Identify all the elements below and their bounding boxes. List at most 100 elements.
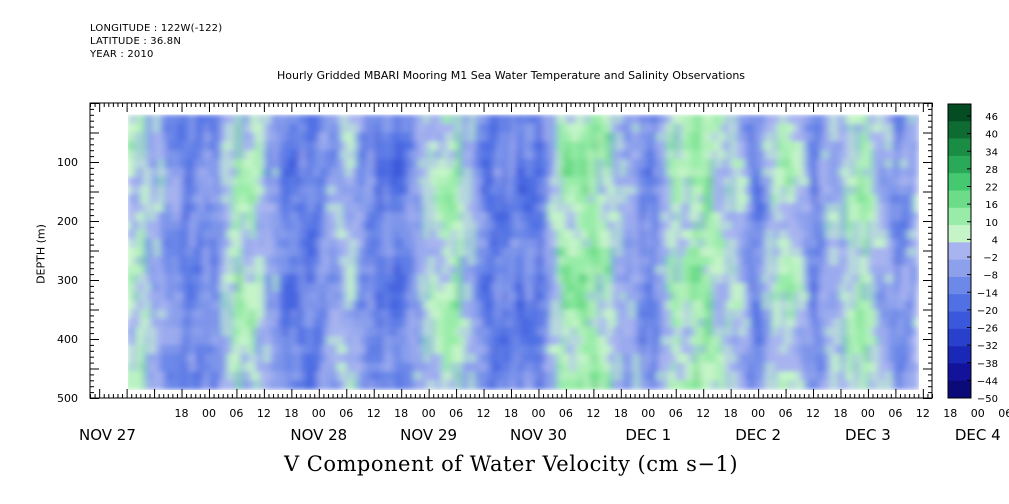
- heatmap-cell: [799, 238, 805, 249]
- heatmap-cell: [643, 353, 649, 364]
- heatmap-cell: [524, 274, 530, 284]
- heatmap-cell: [652, 256, 659, 266]
- heatmap-cell: [465, 123, 471, 134]
- heatmap-cell: [726, 353, 732, 364]
- heatmap-cell: [840, 282, 846, 293]
- heatmap-cell: [433, 344, 439, 355]
- heatmap-cell: [634, 291, 640, 302]
- heatmap-cell: [208, 229, 215, 240]
- heatmap-cell: [726, 247, 732, 257]
- heatmap-cell: [392, 371, 398, 381]
- heatmap-cell: [845, 114, 851, 125]
- heatmap-cell: [556, 265, 562, 275]
- heatmap-cell: [565, 256, 572, 266]
- heatmap-cell: [689, 300, 695, 311]
- heatmap-cell: [199, 185, 206, 196]
- heatmap-cell: [538, 291, 544, 302]
- heatmap-cell: [794, 159, 800, 169]
- heatmap-cell: [561, 221, 567, 231]
- heatmap-cell: [263, 132, 270, 142]
- heatmap-cell: [694, 238, 700, 249]
- heatmap-cell: [465, 265, 471, 275]
- heatmap-cell: [227, 327, 233, 337]
- heatmap-cell: [790, 344, 796, 355]
- heatmap-cell: [337, 132, 343, 142]
- heatmap-cell: [387, 203, 393, 213]
- heatmap-cell: [625, 238, 631, 249]
- heatmap-cell: [639, 247, 645, 257]
- heatmap-cell: [460, 159, 466, 169]
- heatmap-cell: [437, 371, 443, 381]
- heatmap-cell: [776, 185, 782, 196]
- heatmap-cell: [620, 318, 627, 328]
- heatmap-cell: [392, 274, 398, 284]
- heatmap-cell: [268, 282, 274, 293]
- heatmap-cell: [689, 167, 695, 178]
- heatmap-cell: [154, 309, 160, 319]
- heatmap-cell: [382, 212, 389, 222]
- heatmap-cell: [694, 150, 700, 160]
- heatmap-cell: [451, 336, 457, 346]
- heatmap-cell: [762, 265, 768, 275]
- heatmap-cell: [181, 291, 187, 302]
- heatmap-cell: [286, 114, 292, 125]
- heatmap-cell: [511, 176, 517, 187]
- heatmap-cell: [721, 300, 727, 311]
- heatmap-cell: [474, 141, 480, 151]
- heatmap-cell: [666, 229, 672, 240]
- heatmap-cell: [748, 247, 755, 257]
- heatmap-cell: [428, 159, 434, 169]
- heatmap-cell: [579, 159, 585, 169]
- heatmap-cell: [373, 327, 379, 337]
- heatmap-cell: [300, 353, 306, 364]
- heatmap-cell: [158, 114, 164, 125]
- heatmap-cell: [282, 221, 288, 231]
- heatmap-cell: [350, 212, 357, 222]
- heatmap-cell: [721, 159, 727, 169]
- heatmap-cell: [460, 212, 466, 222]
- heatmap-cell: [433, 194, 439, 204]
- heatmap-cell: [465, 318, 471, 328]
- heatmap-cell: [625, 353, 631, 364]
- heatmap-cell: [758, 256, 764, 266]
- heatmap-cell: [346, 380, 352, 390]
- heatmap-cell: [698, 274, 704, 284]
- heatmap-cell: [556, 141, 562, 151]
- heatmap-cell: [662, 336, 668, 346]
- heatmap-cell: [616, 309, 622, 319]
- heatmap-cell: [442, 203, 448, 213]
- heatmap-cell: [501, 300, 508, 311]
- heatmap-cell: [172, 318, 178, 328]
- heatmap-cell: [840, 141, 846, 151]
- heatmap-cell: [218, 212, 224, 222]
- heatmap-cell: [401, 123, 407, 134]
- heatmap-cell: [506, 362, 512, 373]
- heatmap-cell: [511, 309, 517, 319]
- heatmap-cell: [634, 362, 640, 373]
- heatmap-cell: [611, 336, 617, 346]
- heatmap-cell: [410, 327, 416, 337]
- heatmap-cell: [547, 203, 553, 213]
- heatmap-cell: [849, 291, 855, 302]
- heatmap-cell: [392, 318, 398, 328]
- heatmap-cell: [634, 274, 640, 284]
- heatmap-cell: [858, 336, 864, 346]
- heatmap-cell: [547, 362, 553, 373]
- heatmap-cell: [611, 150, 617, 160]
- heatmap-cell: [236, 309, 242, 319]
- heatmap-cell: [222, 256, 228, 266]
- heatmap-cell: [181, 300, 187, 311]
- heatmap-cell: [662, 185, 668, 196]
- heatmap-cell: [263, 353, 270, 364]
- heatmap-cell: [753, 380, 759, 390]
- heatmap-cell: [813, 114, 819, 125]
- heatmap-cell: [341, 123, 347, 134]
- heatmap-cell: [716, 132, 723, 142]
- heatmap-cell: [456, 256, 462, 266]
- heatmap-cell: [208, 327, 215, 337]
- heatmap-cell: [767, 362, 773, 373]
- heatmap-cell: [698, 167, 704, 178]
- heatmap-cell: [666, 309, 672, 319]
- heatmap-cell: [639, 282, 645, 293]
- heatmap-cell: [295, 362, 302, 373]
